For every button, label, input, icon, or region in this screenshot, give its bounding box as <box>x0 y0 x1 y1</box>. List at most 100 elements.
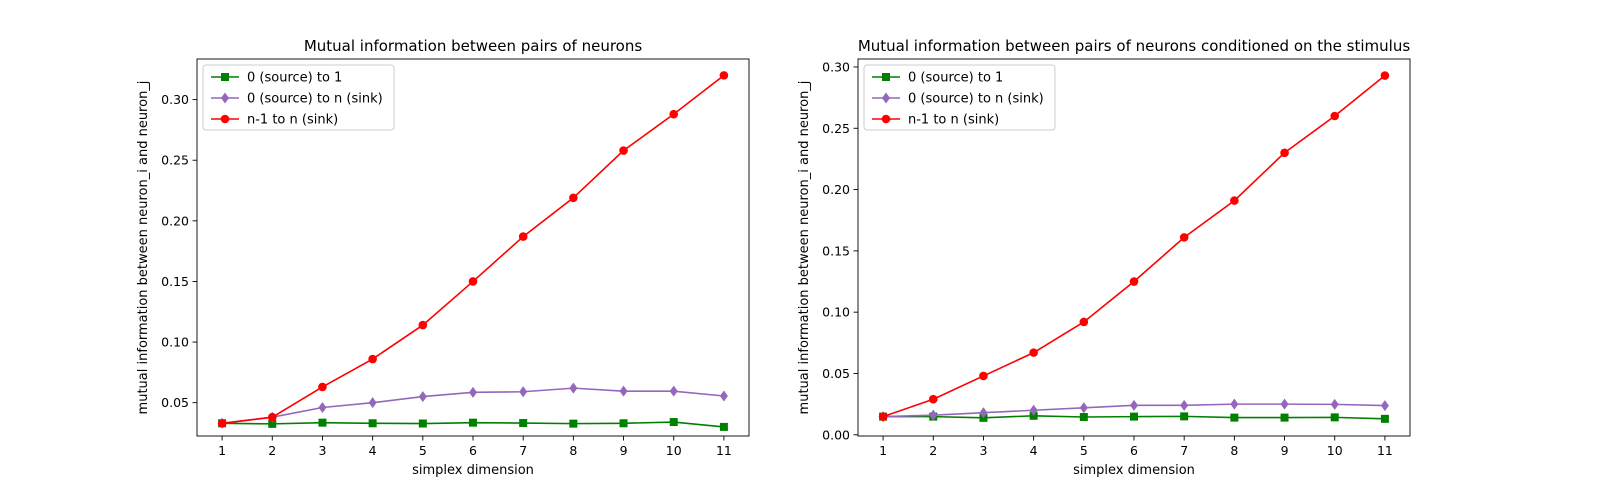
data-point <box>669 418 678 427</box>
data-point <box>1330 413 1339 422</box>
x-tick-label: 3 <box>979 443 987 458</box>
data-point <box>878 412 888 421</box>
legend-marker <box>221 92 229 104</box>
x-tick-label: 7 <box>1180 443 1188 458</box>
data-point <box>1130 399 1138 411</box>
data-point <box>619 385 628 397</box>
data-point <box>979 371 988 381</box>
data-point <box>418 320 428 330</box>
data-point <box>318 402 327 414</box>
data-point <box>1029 411 1038 420</box>
data-point <box>268 419 277 428</box>
y-axis-label: mutual information between neuron_i and … <box>797 81 812 415</box>
x-tick-label: 8 <box>569 443 577 458</box>
chart-panel-2: Mutual information between pairs of neur… <box>797 37 1411 478</box>
data-point <box>1280 398 1289 410</box>
y-tick-label: 0.30 <box>161 92 189 107</box>
data-point <box>1280 413 1289 422</box>
x-tick-label: 11 <box>716 443 732 458</box>
x-tick-label: 1 <box>879 443 887 458</box>
x-tick-label: 2 <box>268 443 276 458</box>
x-tick-label: 7 <box>519 443 527 458</box>
data-point <box>1380 400 1389 412</box>
legend-marker <box>882 92 890 104</box>
x-tick-label: 8 <box>1230 443 1238 458</box>
data-point <box>368 419 377 428</box>
legend: 0 (source) to 1 0 (source) to n (sink) n-1… <box>863 64 1056 131</box>
data-point <box>318 382 327 392</box>
series-diamond <box>879 398 1389 423</box>
data-point <box>1130 412 1138 421</box>
data-point <box>469 386 477 398</box>
legend-label: 0 (source) to n (sink) <box>908 92 1044 107</box>
data-point <box>1129 277 1139 286</box>
data-point <box>1330 111 1340 121</box>
chart-panel-1: Mutual information between pairs of neur… <box>136 37 750 478</box>
y-tick-label: 0.20 <box>161 213 189 228</box>
legend-label: n-1 to n (sink) <box>908 113 999 128</box>
data-point <box>418 391 427 403</box>
y-tick-label: 0.05 <box>822 366 850 381</box>
x-tick-label: 2 <box>929 443 937 458</box>
data-point <box>1230 398 1239 410</box>
y-tick-label: 0.30 <box>822 59 850 74</box>
data-point <box>569 419 578 428</box>
chart-title: Mutual information between pairs of neur… <box>858 37 1411 55</box>
data-point <box>619 146 628 155</box>
x-tick-label: 10 <box>666 443 682 458</box>
chart-title: Mutual information between pairs of neur… <box>304 37 643 55</box>
data-point <box>1230 196 1239 205</box>
legend-marker <box>220 114 230 124</box>
x-tick-label: 11 <box>1377 443 1393 458</box>
data-point <box>468 277 478 286</box>
series-square <box>218 418 728 431</box>
data-point <box>619 419 628 428</box>
series-circle <box>217 71 729 428</box>
x-tick-label: 5 <box>419 443 427 458</box>
plot-frame <box>196 58 750 437</box>
legend-box <box>202 64 395 131</box>
data-point <box>368 354 377 364</box>
data-point <box>669 109 679 119</box>
y-tick-label: 0.10 <box>822 305 850 320</box>
data-point <box>469 418 477 427</box>
data-point <box>1079 317 1089 327</box>
data-point <box>1380 414 1389 423</box>
data-point <box>518 232 528 241</box>
data-point <box>719 422 728 431</box>
x-tick-label: 6 <box>1130 443 1138 458</box>
data-point <box>1029 348 1038 357</box>
data-point <box>719 71 729 80</box>
data-point <box>928 394 938 404</box>
y-tick-label: 0.10 <box>161 335 189 350</box>
legend-marker <box>882 73 890 81</box>
data-point <box>519 419 528 428</box>
y-tick-label: 0.20 <box>822 182 850 197</box>
data-point <box>1380 71 1390 80</box>
data-point <box>1079 402 1088 414</box>
data-point <box>318 418 327 427</box>
legend-label: 0 (source) to 1 <box>908 71 1003 86</box>
legend-marker <box>881 114 891 124</box>
data-point <box>929 409 938 421</box>
data-point <box>669 385 678 397</box>
data-point <box>1179 233 1189 242</box>
data-point <box>569 193 578 203</box>
data-point <box>368 397 377 409</box>
y-tick-label: 0.05 <box>161 395 189 410</box>
data-point <box>519 386 528 398</box>
data-point <box>569 382 578 394</box>
x-tick-label: 5 <box>1080 443 1088 458</box>
legend-label: 0 (source) to n (sink) <box>247 92 383 107</box>
x-tick-label: 9 <box>620 443 628 458</box>
data-point <box>979 407 988 419</box>
x-tick-label: 10 <box>1327 443 1343 458</box>
y-tick-label: 0.15 <box>822 243 850 258</box>
x-tick-label: 4 <box>1030 443 1038 458</box>
data-point <box>1330 398 1339 410</box>
data-point <box>267 412 277 422</box>
series-circle <box>878 71 1390 421</box>
legend: 0 (source) to 1 0 (source) to n (sink) n-1… <box>202 64 395 131</box>
y-tick-label: 0.25 <box>822 121 850 136</box>
